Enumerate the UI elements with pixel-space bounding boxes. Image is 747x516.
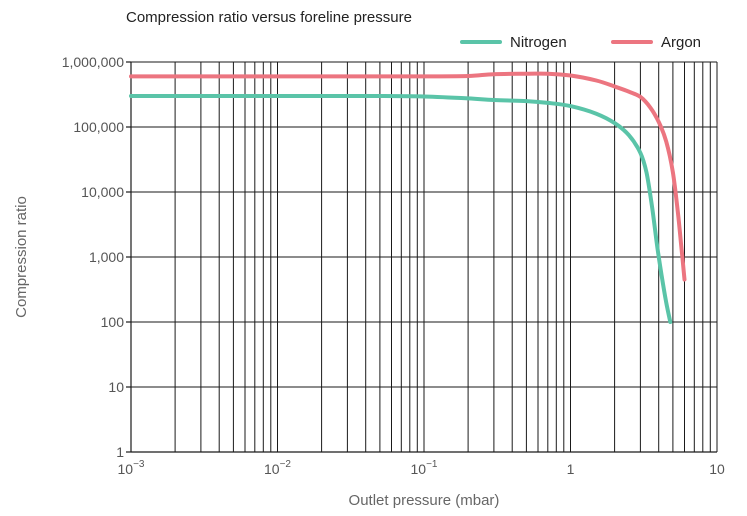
x-axis-label: Outlet pressure (mbar) xyxy=(349,492,500,509)
y-tick-label: 1,000 xyxy=(89,249,124,265)
series-line-nitrogen xyxy=(129,93,673,324)
y-tick-label: 1,000,000 xyxy=(62,54,124,70)
y-axis-ticks: 1 10 100 1,000 10,000 100,000 1,000,000 xyxy=(62,54,131,460)
legend-item-nitrogen: Nitrogen xyxy=(460,34,567,51)
x-tick-label: 10 xyxy=(709,461,725,477)
y-tick-label: 100,000 xyxy=(73,119,124,135)
x-tick-label: 10−3 xyxy=(118,459,145,477)
series-line-argon xyxy=(129,71,687,282)
y-tick-label: 10,000 xyxy=(81,184,124,200)
x-tick-label: 10−2 xyxy=(264,459,291,477)
x-axis-ticks: 10−3 10−2 10−1 1 10 xyxy=(118,459,725,477)
series-layer xyxy=(129,71,687,324)
y-tick-label: 100 xyxy=(101,314,125,330)
chart-title: Compression ratio versus foreline pressu… xyxy=(126,9,412,26)
y-axis-label: Compression ratio xyxy=(13,196,30,318)
legend-label: Argon xyxy=(661,34,701,51)
y-tick-label: 10 xyxy=(108,379,124,395)
legend-item-argon: Argon xyxy=(611,34,701,51)
legend: Nitrogen Argon xyxy=(460,34,701,51)
y-tick-label: 1 xyxy=(116,444,124,460)
grid xyxy=(130,61,718,453)
x-tick-label: 10−1 xyxy=(411,459,438,477)
x-tick-label: 1 xyxy=(567,461,575,477)
legend-label: Nitrogen xyxy=(510,34,567,51)
